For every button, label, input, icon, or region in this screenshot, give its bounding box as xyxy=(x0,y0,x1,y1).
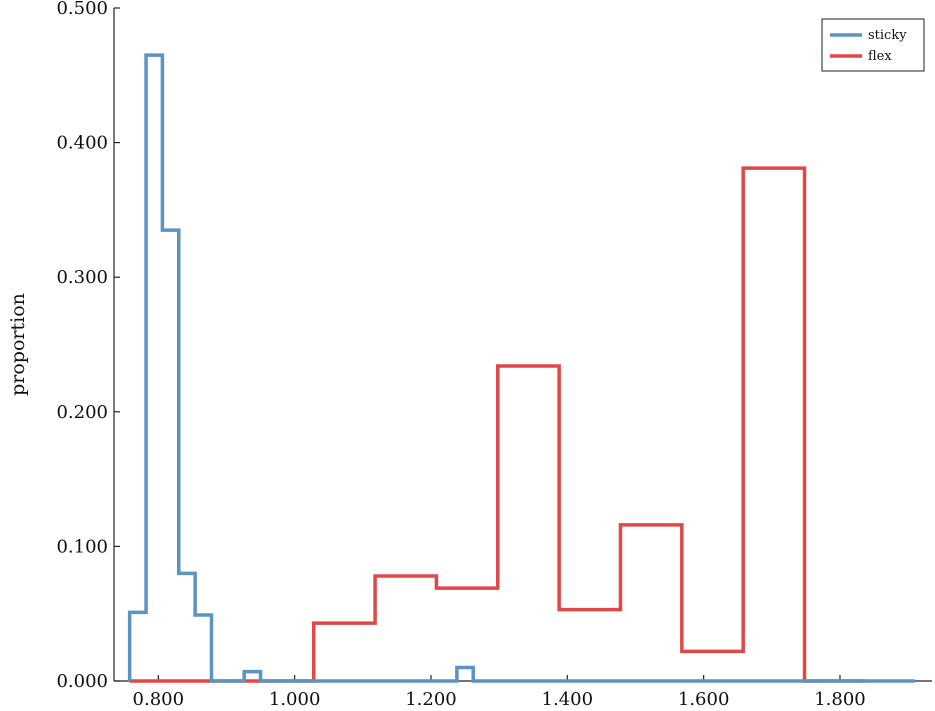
plot-area: 0.000 0.100 0.200 0.300 0.400 0.500 0.800 1.00… xyxy=(56,0,932,710)
x-ticks: 0.800 1.000 1.200 1.400 1.600 1.800 xyxy=(133,675,866,710)
y-tick-label: 0.000 xyxy=(56,671,108,692)
series-flex-step-line xyxy=(129,166,866,683)
x-tick-label: 1.800 xyxy=(814,689,866,710)
legend: sticky flex xyxy=(821,18,925,72)
y-tick-label: 0.300 xyxy=(56,267,108,288)
y-tick-label: 0.400 xyxy=(56,133,108,154)
x-tick-label: 1.400 xyxy=(542,689,594,710)
x-tick-label: 1.000 xyxy=(269,689,321,710)
y-tick-label: 0.500 xyxy=(56,0,108,19)
y-tick-label: 0.200 xyxy=(56,402,108,423)
y-axis-label: proportion xyxy=(7,293,29,396)
x-tick-label: 0.800 xyxy=(133,689,185,710)
legend-items: sticky flex xyxy=(830,28,907,64)
x-tick-label: 1.200 xyxy=(405,689,457,710)
series-sticky-step-line xyxy=(127,53,915,683)
legend-label-flex: flex xyxy=(868,49,892,64)
x-tick-label: 1.600 xyxy=(678,689,730,710)
legend-label-sticky: sticky xyxy=(868,28,907,43)
y-ticks: 0.000 0.100 0.200 0.300 0.400 0.500 xyxy=(56,0,120,692)
legend-box xyxy=(821,18,925,72)
y-tick-label: 0.100 xyxy=(56,536,108,557)
series-layer xyxy=(127,53,915,683)
